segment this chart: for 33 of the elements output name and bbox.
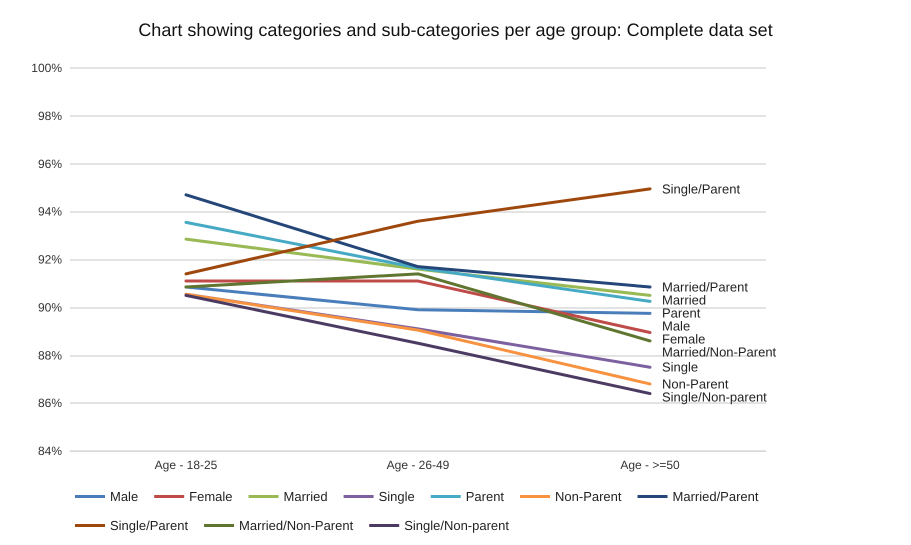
legend-label: Female <box>189 489 233 504</box>
y-tick-label: 90% <box>38 300 62 314</box>
y-tick-label: 86% <box>38 396 62 410</box>
legend-label: Married <box>284 489 328 504</box>
legend-label: Single/Parent <box>110 518 188 533</box>
y-tick-label: 98% <box>38 108 62 123</box>
y-tick-label: 94% <box>38 204 62 219</box>
chart-title: Chart showing categories and sub-categories per age group: Complete data set <box>138 20 773 40</box>
legend-label: Single <box>378 489 415 504</box>
x-tick-label: Age - 18-25 <box>154 458 218 472</box>
legend-label: Single/Non-parent <box>404 518 510 533</box>
y-tick-label: 92% <box>38 252 62 266</box>
legend-label: Married/Non-Parent <box>239 518 354 533</box>
y-tick-label: 84% <box>38 444 62 458</box>
legend-label: Non-Parent <box>555 489 622 504</box>
text: Married/Non-Parent <box>662 344 776 360</box>
text: Married <box>662 292 706 308</box>
y-tick-label: 100% <box>31 61 62 75</box>
text: Single <box>662 360 698 375</box>
text: Female <box>662 332 706 347</box>
text: Single/Non-parent <box>662 389 767 404</box>
legend-label: Married/Parent <box>672 489 759 504</box>
y-tick-label: 96% <box>38 156 62 171</box>
y-tick-label: 88% <box>38 348 62 362</box>
x-tick-label: Age - 26-49 <box>386 458 450 472</box>
text: Single/Parent <box>662 181 740 196</box>
text: Male <box>662 318 690 334</box>
legend-label: Parent <box>466 489 504 504</box>
text: Parent <box>662 306 700 321</box>
text: Non-Parent <box>662 376 728 392</box>
text: Married/Parent <box>662 280 748 295</box>
x-tick-label: Age - >=50 <box>620 458 680 472</box>
legend-label: Male <box>110 489 138 504</box>
